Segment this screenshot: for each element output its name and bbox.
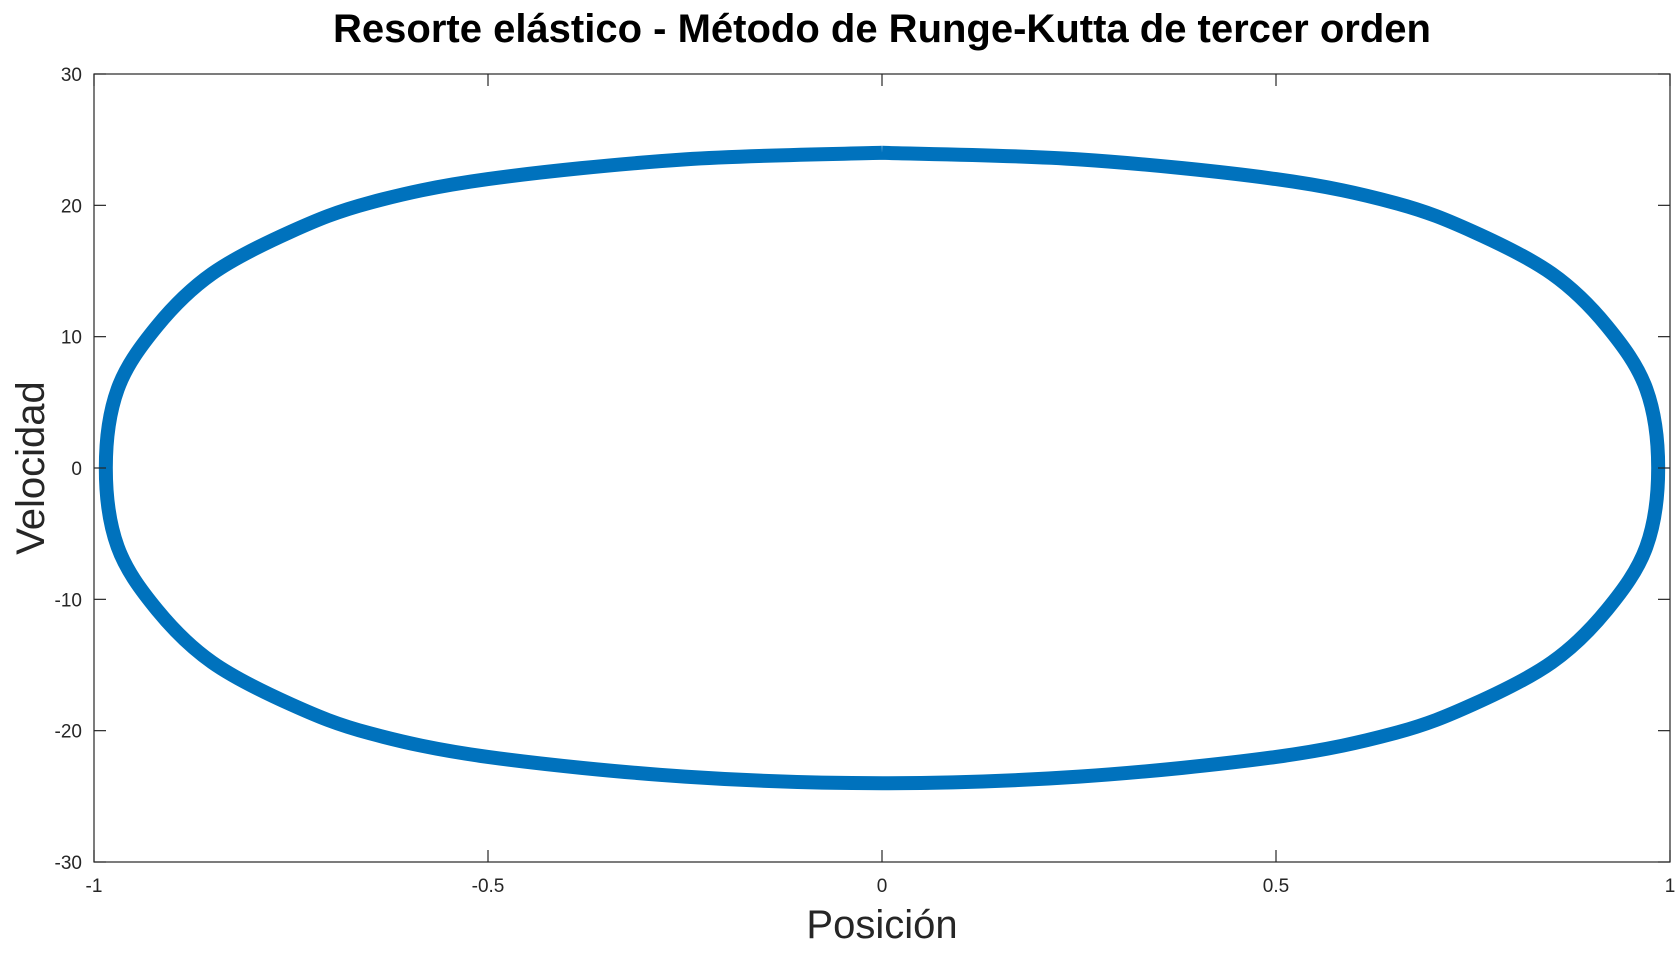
y-tick-label: 30: [61, 65, 82, 86]
x-axis-label: Posición: [806, 903, 957, 947]
y-axis-label: Velocidad: [9, 381, 53, 554]
y-tick-label: 10: [61, 328, 82, 349]
y-tick-label: -10: [55, 590, 82, 611]
x-tick-label: -0.5: [472, 876, 505, 897]
y-tick-label: 20: [61, 196, 82, 217]
plot-area: [98, 145, 1666, 791]
x-tick-label: 0: [877, 876, 888, 897]
y-tick-label: 0: [71, 459, 82, 480]
x-tick-label: -1: [86, 876, 103, 897]
axes-box: [93, 73, 1671, 863]
y-tick-label: -20: [55, 722, 82, 743]
chart-title: Resorte elástico - Método de Runge-Kutta…: [333, 7, 1431, 51]
x-tick-label: 0.5: [1263, 876, 1289, 897]
y-tick-label: -30: [55, 853, 82, 874]
series-line: [98, 145, 1666, 791]
axis-ticks: -1 -0.5 0 0.5 1 -30 -20 -10 0 10 20 30: [55, 65, 1676, 897]
x-tick-label: 1: [1665, 876, 1676, 897]
